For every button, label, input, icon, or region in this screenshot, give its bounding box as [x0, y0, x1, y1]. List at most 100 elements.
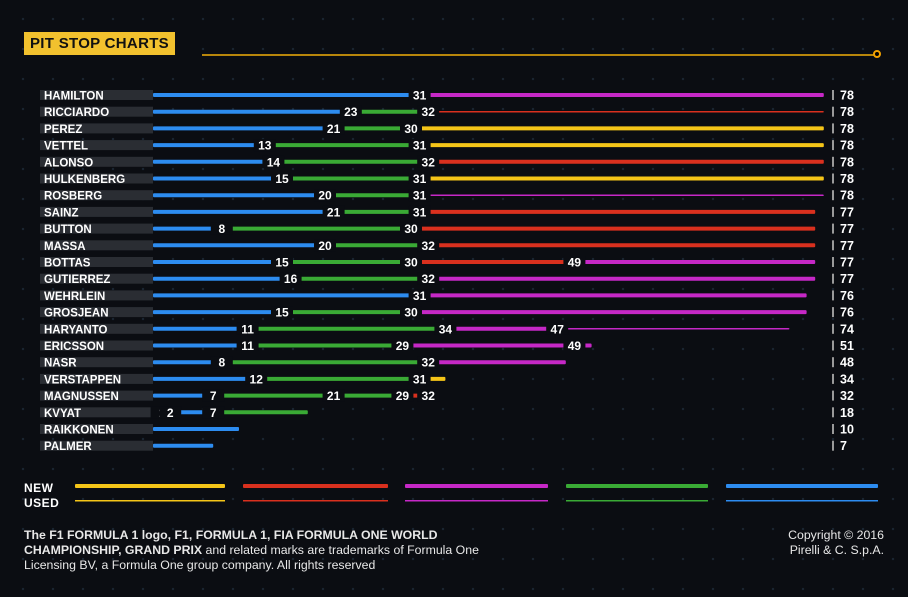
- total-laps-label: 10: [840, 423, 854, 437]
- driver-name: ERICSSON: [44, 341, 104, 353]
- stint-bar: [153, 343, 248, 348]
- stint-bar: [153, 376, 257, 381]
- legend-new-red-bar: [243, 484, 388, 488]
- stint-bar: [411, 310, 807, 315]
- pit-stop-label-bg: [236, 339, 259, 352]
- pit-stop-lap-label: 30: [404, 122, 418, 136]
- pit-stop-lap-label: 32: [422, 105, 436, 119]
- pit-stop-lap-label: 12: [250, 372, 264, 386]
- stint-bar: [153, 226, 222, 231]
- pit-stop-label-bg: [408, 89, 431, 101]
- legend-used-purple-bar: [405, 500, 548, 502]
- driver-name: BOTTAS: [44, 258, 91, 270]
- legend-used-label: USED: [24, 496, 60, 510]
- stint-bar: [419, 143, 824, 148]
- driver-row-bg: [40, 123, 153, 134]
- finish-tick: [832, 90, 834, 100]
- pit-stop-lap-label: 32: [422, 239, 436, 253]
- pit-stop-label-bg: [279, 272, 302, 285]
- pit-stop-lap-label: 8: [218, 356, 225, 370]
- finish-tick: [832, 357, 834, 368]
- stint-bar: [428, 243, 816, 248]
- driver-row-bg: [40, 223, 153, 234]
- stint-bar: [325, 243, 429, 248]
- finish-tick: [832, 106, 834, 117]
- title-underline: [202, 54, 876, 56]
- pit-stop-label-bg: [417, 356, 440, 369]
- stint-bar: [333, 209, 420, 214]
- pit-stop-label-bg: [159, 406, 182, 419]
- driver-row-bg: [40, 190, 153, 201]
- stint-bar: [557, 328, 790, 330]
- pit-stop-lap-label: 30: [404, 256, 418, 270]
- finish-tick: [832, 173, 834, 184]
- stint-bar: [256, 376, 420, 381]
- stint-bar: [153, 209, 334, 214]
- driver-name: PEREZ: [44, 124, 82, 136]
- finish-tick: [832, 206, 834, 217]
- pit-stop-lap-label: 21: [327, 389, 341, 403]
- stint-bar: [213, 410, 308, 415]
- driver-name: HAMILTON: [44, 91, 104, 103]
- driver-name: BUTTON: [44, 224, 92, 236]
- driver-row-bg: [40, 140, 153, 151]
- stint-bar: [282, 260, 411, 264]
- pit-stop-label-bg: [400, 256, 422, 268]
- stint-bar: [402, 343, 575, 348]
- pit-stop-lap-label: 31: [413, 89, 427, 103]
- driver-name: GROSJEAN: [44, 308, 109, 320]
- pit-stop-lap-label: 11: [241, 322, 254, 336]
- driver-name: WEHRLEIN: [44, 291, 105, 303]
- finish-tick: [832, 223, 834, 234]
- pit-stop-label-bg: [563, 256, 586, 268]
- stint-bar: [445, 326, 558, 331]
- driver-row-bg: [40, 440, 153, 451]
- stint-bar: [282, 176, 420, 181]
- pit-stop-label-bg: [408, 372, 431, 385]
- finish-tick: [832, 257, 834, 267]
- stint-bar: [419, 209, 816, 214]
- driver-row-bg: [40, 173, 153, 184]
- pit-stop-lap-label: 32: [422, 356, 436, 370]
- total-laps-label: 78: [840, 89, 854, 103]
- driver-row-bg: [40, 307, 153, 318]
- pit-stop-lap-label: 13: [258, 139, 272, 153]
- pit-stop-label-bg: [400, 306, 422, 319]
- pit-stop-label-bg: [202, 406, 225, 419]
- stint-bar: [419, 176, 824, 181]
- pit-stop-label-bg: [408, 289, 431, 302]
- finish-tick: [832, 156, 834, 167]
- total-laps-label: 77: [840, 205, 854, 219]
- stint-bar: [428, 110, 824, 113]
- trademark-notice: The F1 FORMULA 1 logo, F1, FORMULA 1, FI…: [24, 528, 524, 573]
- total-laps-label: 18: [840, 406, 854, 420]
- driver-row-bg: [40, 340, 153, 351]
- finish-tick: [832, 190, 834, 201]
- pit-stop-label-bg: [563, 339, 586, 352]
- copyright-notice: Copyright © 2016 Pirelli & C. S.p.A.: [788, 528, 884, 558]
- stint-bar: [282, 310, 411, 315]
- finish-tick: [832, 307, 834, 318]
- finish-tick: [832, 440, 834, 451]
- stint-bar: [153, 143, 265, 148]
- pit-stop-lap-label: 15: [275, 256, 289, 270]
- pit-stop-lap-label: 32: [422, 272, 436, 286]
- pit-stop-label-bg: [253, 139, 276, 152]
- pit-stop-lap-label: 34: [439, 322, 453, 336]
- pit-stop-lap-label: 31: [413, 172, 427, 186]
- total-laps-label: 78: [840, 172, 854, 186]
- stint-bar: [153, 293, 420, 298]
- stint-bar: [153, 276, 291, 281]
- pit-stop-label-bg: [417, 239, 440, 252]
- pit-stop-lap-label: 16: [284, 272, 298, 286]
- pit-stop-label-bg: [417, 389, 440, 402]
- total-laps-label: 77: [840, 256, 854, 270]
- copyright-line: Copyright © 2016: [788, 528, 884, 542]
- driver-row-bg: [40, 106, 153, 117]
- pit-stop-label-bg: [322, 205, 345, 218]
- total-laps-label: 78: [840, 105, 854, 119]
- stint-bar: [290, 276, 429, 281]
- total-laps-label: 7: [840, 439, 847, 453]
- legend-new-label: NEW: [24, 481, 54, 495]
